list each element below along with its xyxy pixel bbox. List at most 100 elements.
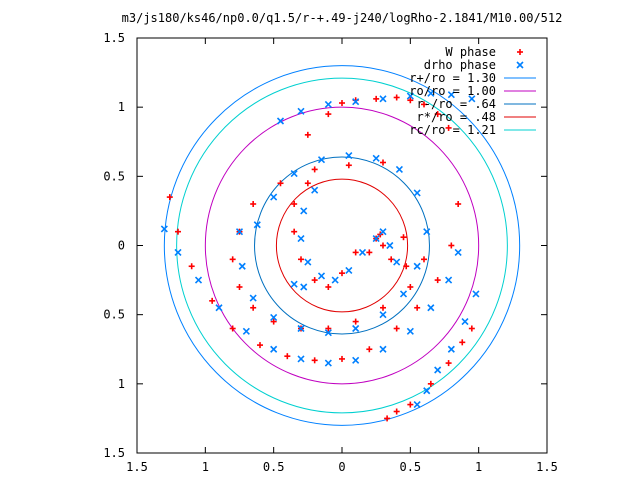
w-phase-point [250, 304, 257, 311]
w-phase-point [311, 166, 318, 173]
drho-phase-point [413, 401, 421, 409]
x-tick-label: 0.5 [399, 460, 421, 474]
drho-phase-point [317, 272, 326, 280]
drho-phase-point [160, 225, 168, 233]
drho-phase-point [324, 359, 332, 367]
w-phase-point [414, 304, 421, 311]
drho-phase-point [379, 311, 387, 319]
w-phase-point [393, 408, 400, 415]
drho-phase-point [324, 100, 332, 108]
legend-swatch-marker [516, 61, 524, 69]
w-phase-point [291, 201, 298, 207]
drho-phase-point [290, 280, 298, 288]
w-phase-point [311, 277, 318, 284]
w-phase-point [468, 325, 475, 332]
drho-phase-point [331, 276, 339, 284]
w-phase-point [229, 256, 236, 263]
y-tick-label: 0.5 [103, 308, 125, 322]
w-phase-point [373, 95, 380, 102]
drho-phase-point [242, 327, 250, 335]
drho-phase-point [454, 248, 462, 256]
drho-phase-point [399, 290, 408, 298]
drho-phase-point [379, 95, 387, 103]
w-phase-point [421, 101, 427, 108]
w-phase-point [188, 263, 195, 270]
drho-phase-point [238, 262, 246, 270]
drho-phase-point [352, 98, 360, 106]
drho-phase-point [270, 313, 278, 321]
drho-phase-point [468, 95, 476, 103]
drho-phase-point [300, 207, 308, 215]
w-phase-point [277, 180, 284, 187]
w-phase-point [366, 249, 373, 256]
w-phase-point [421, 256, 427, 263]
drho-phase-point [297, 355, 305, 363]
w-phase-point [304, 180, 311, 187]
w-phase-point [445, 360, 452, 367]
drho-phase-point [445, 276, 453, 284]
drho-phase-point [352, 324, 360, 333]
drho-phase-point [372, 235, 380, 243]
w-phase-point [366, 346, 373, 353]
reference-circles [163, 65, 521, 426]
x-tick-label: 0.5 [263, 460, 285, 474]
w-phase-point [339, 270, 345, 277]
w-phase-point [250, 201, 257, 207]
y-tick-label: 1 [118, 100, 125, 114]
drho-phase-point [423, 387, 431, 395]
w-phase-point [388, 256, 395, 263]
drho-phase-point [393, 258, 401, 266]
drho-phase-point [311, 186, 319, 194]
circle-r-1 [204, 106, 480, 385]
circle-r-1_21 [176, 77, 508, 414]
w-phase-point [459, 339, 466, 346]
drho-phase-point [352, 356, 360, 364]
drho-phase-point [379, 228, 387, 236]
legend-label: W phase [445, 45, 496, 59]
circle-r-0_64 [254, 156, 430, 335]
drho-phase-point [300, 283, 308, 291]
w-phase-point [434, 111, 441, 118]
w-phase-point [455, 201, 462, 207]
w-phase-point [380, 242, 386, 249]
phase-points [160, 89, 480, 422]
x-tick-label: 1.5 [126, 460, 148, 474]
legend-label: r+/ro = 1.30 [409, 71, 496, 85]
w-phase-point [407, 284, 414, 290]
w-phase-point [407, 97, 414, 104]
drho-phase-point [297, 324, 305, 333]
w-phase-point [384, 415, 391, 422]
drho-phase-point [304, 258, 312, 266]
legend-label: r*/ro = .48 [417, 110, 496, 124]
drho-phase-point [372, 154, 380, 162]
drho-phase-point [194, 276, 203, 284]
x-tick-label: 1 [202, 460, 209, 474]
drho-phase-point [317, 156, 326, 164]
w-phase-point [291, 228, 298, 235]
y-tick-label: 1.5 [103, 446, 125, 460]
drho-phase-point [253, 221, 261, 229]
y-tick-label: 0 [118, 239, 125, 253]
drho-phase-point [406, 92, 414, 100]
drho-phase-point [235, 228, 244, 236]
circle-r-1_3 [163, 65, 521, 426]
drho-phase-point [461, 318, 469, 326]
w-phase-point [166, 194, 173, 201]
w-phase-point [339, 100, 345, 107]
w-phase-point [427, 380, 434, 387]
drho-phase-point [434, 366, 442, 374]
drho-phase-point [270, 193, 278, 201]
drho-phase-point [249, 294, 257, 302]
legend-label: drho phase [424, 58, 496, 72]
w-phase-point [284, 353, 291, 360]
drho-phase-point [413, 262, 421, 270]
drho-phase-point [379, 345, 387, 353]
w-phase-point [311, 357, 318, 364]
w-phase-point [352, 318, 359, 325]
drho-phase-point [427, 304, 435, 312]
drho-phase-point [324, 329, 332, 337]
w-phase-point [175, 228, 181, 235]
w-phase-point [325, 284, 332, 290]
w-phase-point [345, 162, 352, 169]
